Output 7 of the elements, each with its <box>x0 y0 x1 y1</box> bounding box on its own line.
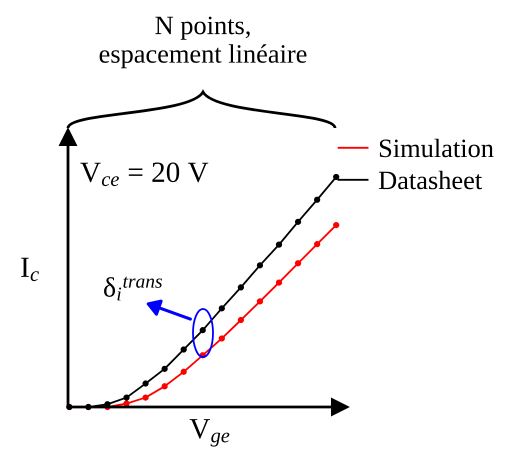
legend-label: Simulation <box>380 138 494 158</box>
legend-label: Datasheet <box>378 170 482 190</box>
x-axis-title: V$_{ge}$ <box>190 419 230 447</box>
annotation: V$_{ce}$ = 20 V <box>80 162 208 186</box>
text: N points, espacement linéaire <box>100 16 306 68</box>
annotation: δ$_{i}$$^{trans}$ <box>104 276 162 300</box>
y-axis-title: I$_{c}$ <box>21 258 39 282</box>
